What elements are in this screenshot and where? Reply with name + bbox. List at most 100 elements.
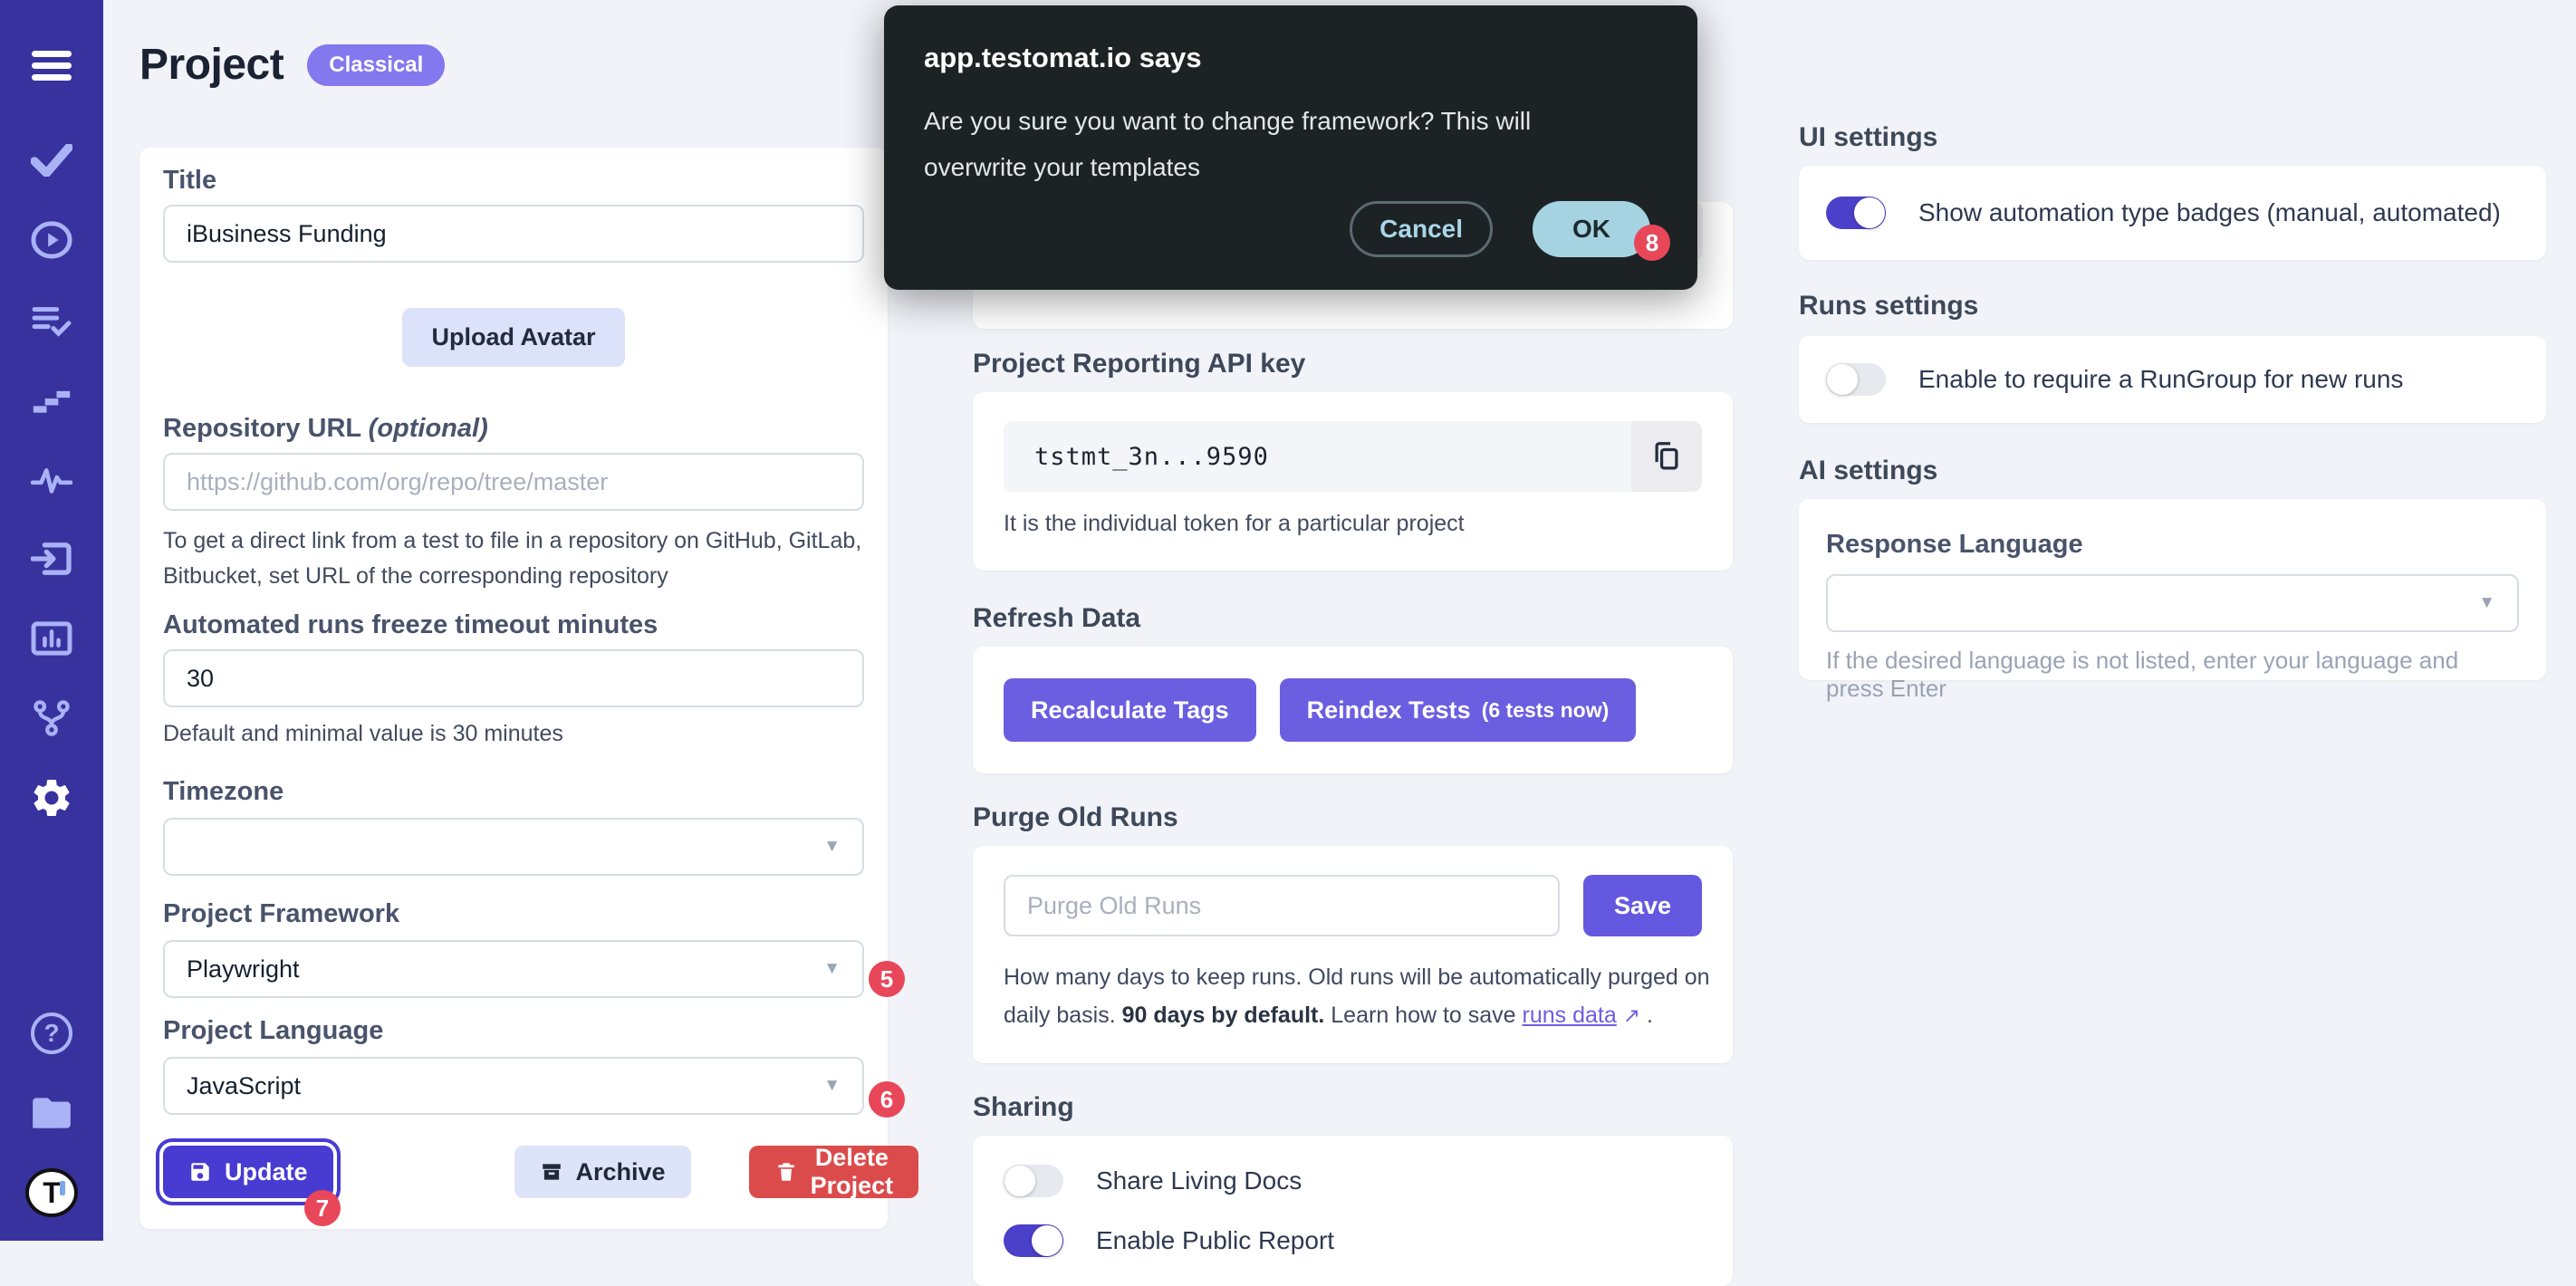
project-form-card: Title Upload Avatar Repository URL (opti… (139, 148, 919, 1229)
language-label: Project Language (163, 1016, 384, 1045)
cancel-button[interactable]: Cancel (1350, 201, 1493, 257)
enable-public-report-toggle[interactable] (1004, 1224, 1063, 1257)
external-link-icon: ↗ (1622, 1003, 1641, 1027)
refresh-data-card: Recalculate Tags Reindex Tests (6 tests … (973, 647, 1733, 773)
share-living-docs-toggle[interactable] (1004, 1165, 1063, 1197)
pulse-icon[interactable] (25, 453, 78, 505)
freeze-timeout-input[interactable] (163, 649, 864, 707)
ai-settings-header: AI settings (1799, 456, 1938, 485)
language-select[interactable]: JavaScript ▼ (163, 1057, 864, 1115)
ui-settings-card: Show automation type badges (manual, aut… (1799, 166, 2546, 260)
ai-settings-helper: If the desired language is not listed, e… (1826, 647, 2459, 702)
framework-select[interactable]: Playwright ▼ (163, 940, 864, 998)
enable-public-report-row: Enable Public Report (1004, 1224, 1702, 1257)
automation-badges-toggle[interactable] (1826, 197, 1886, 229)
annotation-badge-5: 5 (869, 961, 905, 997)
framework-value: Playwright (187, 955, 300, 983)
menu-icon[interactable] (25, 40, 78, 92)
purge-input[interactable] (1004, 875, 1560, 936)
right-column: UI settings Show automation type badges … (1799, 122, 2546, 702)
api-key-helper: It is the individual token for a particu… (1004, 511, 1465, 536)
folder-icon[interactable] (25, 1087, 78, 1139)
reindex-tests-button[interactable]: Reindex Tests (6 tests now) (1279, 678, 1637, 742)
sharing-header: Sharing (973, 1092, 1074, 1122)
list-check-icon[interactable] (25, 293, 78, 346)
middle-column: Project Reporting API key tstmt_3n...959… (973, 172, 1733, 1286)
trash-icon (774, 1160, 798, 1184)
bar-chart-icon[interactable] (25, 612, 78, 665)
delete-project-button[interactable]: Delete Project (748, 1144, 919, 1199)
rungroup-row: Enable to require a RunGroup for new run… (1826, 363, 2403, 396)
ok-button[interactable]: OK (1533, 201, 1650, 257)
api-key-header: Project Reporting API key (973, 349, 1306, 379)
language-value: JavaScript (187, 1071, 302, 1099)
chevron-down-icon: ▼ (2478, 593, 2495, 612)
import-icon[interactable] (25, 533, 78, 585)
sharing-card: Share Living Docs Enable Public Report (973, 1136, 1733, 1286)
automation-badges-label: Show automation type badges (manual, aut… (1918, 198, 2501, 226)
freeze-timeout-label: Automated runs freeze timeout minutes (163, 610, 658, 639)
automation-badges-row: Show automation type badges (manual, aut… (1826, 197, 2501, 229)
purge-card: Save How many days to keep runs. Old run… (973, 846, 1733, 1063)
save-button[interactable]: Save (1582, 875, 1702, 936)
refresh-data-header: Refresh Data (973, 603, 1141, 633)
runs-data-link[interactable]: runs data (1522, 1003, 1617, 1028)
dialog-title: app.testomat.io says (924, 42, 1202, 73)
repository-url-label: Repository URL (optional) (163, 414, 488, 443)
dialog-message: Are you sure you want to change framewor… (924, 107, 1532, 181)
optional-hint: (optional) (368, 414, 488, 443)
browser-confirm-dialog: app.testomat.io says Are you sure you wa… (884, 5, 1697, 290)
enable-public-report-label: Enable Public Report (1096, 1226, 1335, 1254)
response-language-select[interactable]: ▼ (1826, 574, 2519, 632)
repository-url-input[interactable] (163, 453, 864, 511)
purge-helper-bold: 90 days by default. (1121, 1003, 1325, 1028)
help-icon[interactable]: ? (25, 1007, 78, 1060)
classical-badge: Classical (307, 43, 446, 86)
play-circle-icon[interactable] (25, 214, 78, 266)
title-label: Title (163, 166, 217, 195)
testomat-logo[interactable]: T (25, 1166, 78, 1219)
archive-button[interactable]: Archive (514, 1146, 691, 1198)
freeze-timeout-helper: Default and minimal value is 30 minutes (163, 721, 563, 746)
annotation-badge-8: 8 (1634, 225, 1670, 261)
api-key-field: tstmt_3n...9590 (1004, 421, 1702, 492)
chevron-down-icon: ▼ (823, 837, 841, 856)
timezone-select[interactable]: ▼ (163, 818, 864, 876)
recalculate-tags-button[interactable]: Recalculate Tags (1004, 678, 1256, 742)
runs-settings-card: Enable to require a RunGroup for new run… (1799, 336, 2546, 423)
repository-url-helper: To get a direct link from a test to file… (163, 528, 862, 589)
form-actions: Update Archive Delete Project (163, 1144, 919, 1199)
reindex-count: (6 tests now) (1481, 697, 1610, 722)
rungroup-label: Enable to require a RunGroup for new run… (1918, 365, 2404, 393)
check-icon[interactable] (25, 134, 78, 187)
steps-icon[interactable] (25, 373, 78, 426)
share-living-docs-row: Share Living Docs (1004, 1165, 1702, 1197)
upload-avatar-button[interactable]: Upload Avatar (402, 308, 625, 367)
annotation-badge-6: 6 (869, 1081, 905, 1118)
chevron-down-icon: ▼ (823, 959, 841, 978)
gear-icon[interactable] (25, 772, 78, 824)
update-button[interactable]: Update (163, 1146, 333, 1198)
timezone-label: Timezone (163, 777, 284, 806)
ai-settings-card: Response Language ▼ If the desired langu… (1799, 499, 2546, 702)
chevron-down-icon: ▼ (823, 1076, 841, 1095)
api-key-card: tstmt_3n...9590 It is the individual tok… (973, 392, 1733, 571)
ui-settings-header: UI settings (1799, 122, 1938, 152)
purge-header: Purge Old Runs (973, 802, 1178, 832)
share-living-docs-label: Share Living Docs (1096, 1166, 1302, 1195)
purge-helper: How many days to keep runs. Old runs wil… (1004, 964, 1710, 1028)
copy-button[interactable] (1631, 421, 1702, 492)
response-language-label: Response Language (1826, 530, 2083, 559)
runs-settings-header: Runs settings (1799, 291, 1979, 321)
api-token-value: tstmt_3n...9590 (1034, 442, 1269, 471)
archive-icon (540, 1160, 563, 1184)
dialog-actions: Cancel OK (1350, 201, 1650, 257)
title-input[interactable] (163, 205, 864, 263)
page-title: Project (139, 41, 284, 89)
copy-icon (1653, 441, 1680, 472)
rungroup-toggle[interactable] (1826, 363, 1886, 396)
save-icon (188, 1160, 212, 1184)
branch-icon[interactable] (25, 692, 78, 744)
annotation-badge-7: 7 (304, 1190, 341, 1226)
framework-label: Project Framework (163, 899, 400, 928)
